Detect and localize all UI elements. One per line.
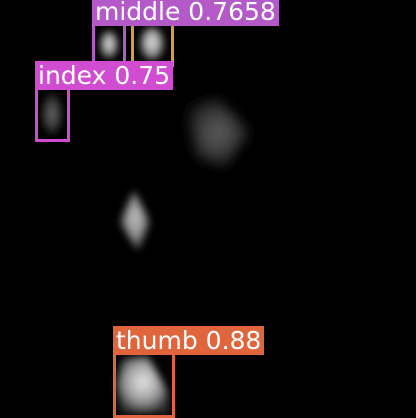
middle-blob-right [140,27,164,61]
thumb-box [113,352,175,418]
unlabeled-blob-upper [186,98,250,168]
middle-label: middle 0.7658 [92,0,279,26]
index-blob [42,94,62,134]
thumb-blob [116,356,170,414]
index-label: index 0.75 [35,61,174,90]
thumb-label: thumb 0.88 [113,326,265,355]
index-box [35,86,70,142]
unlabeled-blob-diamond [120,190,150,252]
middle-blob-left [100,31,118,59]
